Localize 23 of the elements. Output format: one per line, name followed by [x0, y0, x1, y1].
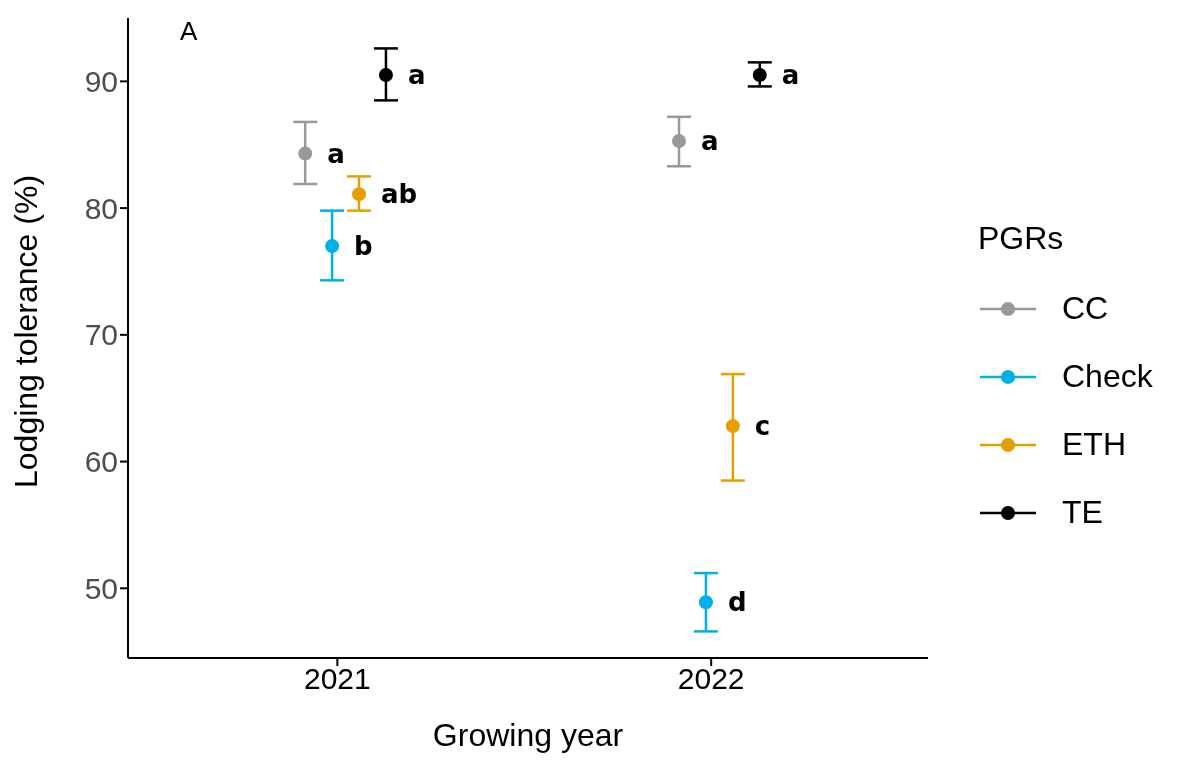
legend-label: Check — [1062, 358, 1153, 395]
annotation: A — [180, 16, 198, 47]
data-label: a — [327, 138, 345, 169]
data-label: a — [781, 60, 800, 91]
legend-label: TE — [1062, 494, 1103, 531]
x-tick-label: 2022 — [677, 662, 745, 696]
legend-title: PGRs — [978, 219, 1065, 257]
data-label: a — [701, 125, 719, 156]
legend-label: ETH — [1062, 426, 1126, 463]
y-tick-label: 70 — [84, 318, 118, 352]
x-tick-label: 2021 — [303, 662, 371, 696]
y-tick-label: 80 — [84, 191, 118, 225]
y-tick-label: 90 — [84, 65, 118, 99]
data-label: c — [754, 411, 771, 442]
data-label: d — [727, 587, 747, 618]
y-tick-label: 50 — [84, 571, 118, 605]
y-tick-label: 60 — [84, 445, 118, 479]
x-axis-title: Growing year — [432, 717, 624, 753]
data-label: b — [354, 231, 373, 262]
data-label: a — [407, 60, 426, 91]
data-label: ab — [381, 179, 418, 210]
y-axis-title: Lodging tolerance (%) — [8, 174, 45, 488]
legend-label: CC — [1062, 290, 1109, 327]
